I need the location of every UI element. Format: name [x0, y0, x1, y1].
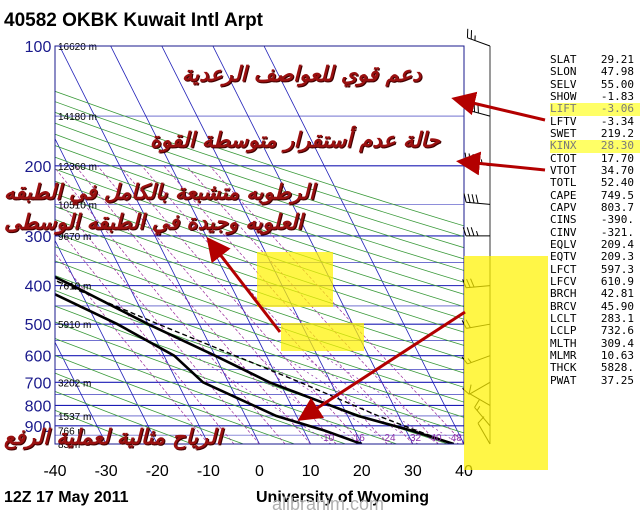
index-name: BRCH — [550, 288, 588, 300]
mixing-ratio-label: 32 — [410, 433, 422, 444]
index-name: LCLP — [550, 325, 588, 337]
barb-flag — [476, 195, 478, 204]
index-name: THCK — [550, 362, 588, 374]
temperature-tick-label: 30 — [404, 463, 422, 480]
index-value: 42.81 — [588, 288, 634, 300]
temperature-tick-label: -10 — [197, 463, 220, 480]
index-name: LIFT — [550, 103, 588, 115]
temperature-tick-label: -40 — [43, 463, 66, 480]
barb-flag — [477, 155, 478, 164]
mixing-ratio-label: 16 — [354, 433, 366, 444]
barb-flag — [467, 227, 470, 236]
index-value: 732.6 — [588, 325, 634, 337]
index-value: 28.30 — [588, 140, 634, 152]
annotation-instability: حالة عدم أستقرار متوسطة القوة — [150, 128, 440, 152]
pressure-tick-label: 700 — [25, 375, 52, 392]
isotherm-line — [264, 46, 464, 444]
height-label: 5910 m — [58, 320, 91, 331]
temperature-tick-label: -30 — [95, 463, 118, 480]
index-row-lift: LIFT-3.06 — [550, 103, 640, 115]
plot-border — [55, 46, 464, 444]
annotation-upper-support: دعم قوي للعواصف الرعدية — [182, 62, 421, 86]
sounding-time: 12Z 17 May 2011 — [4, 489, 129, 507]
index-name: EQTV — [550, 251, 588, 263]
pressure-tick-label: 500 — [25, 317, 52, 334]
annotation-humidity-line1: الرطوبه متشبعة بالكامل في الطبقه — [4, 180, 315, 204]
wind-barb — [466, 101, 490, 116]
wind-barb — [467, 29, 490, 46]
mixing-ratio-label: 48 — [451, 433, 463, 444]
pressure-tick-label: 200 — [25, 159, 52, 176]
mixing-ratio-label: 24 — [384, 433, 396, 444]
highlight-upper-moisture — [257, 252, 333, 307]
height-label: 14180 m — [58, 112, 97, 123]
isotherm-line — [0, 46, 4, 444]
index-name: KINX — [550, 140, 588, 152]
temperature-tick-label: -20 — [146, 463, 169, 480]
mixing-ratio-line — [322, 356, 458, 444]
index-value: 52.40 — [588, 177, 634, 189]
pressure-tick-label: 400 — [25, 279, 52, 296]
index-row-cins: CINS-390. — [550, 214, 640, 226]
barb-half-flag — [476, 231, 478, 236]
index-name: TOTL — [550, 177, 588, 189]
wind-barb — [463, 227, 490, 236]
height-label: 7610 m — [58, 282, 91, 293]
index-name: CINS — [550, 214, 588, 226]
index-value: -390. — [588, 214, 634, 226]
highlight-lower-winds — [464, 256, 548, 470]
annotation-lift-winds: الرياح مثالية لعملية الرفع — [4, 425, 222, 449]
index-name: SLON — [550, 66, 588, 78]
temperature-tick-label: 0 — [255, 463, 264, 480]
pressure-tick-label: 800 — [25, 398, 52, 415]
barb-flag — [473, 154, 474, 163]
index-value: 47.98 — [588, 66, 634, 78]
temperature-tick-label: 20 — [353, 463, 371, 480]
pressure-tick-label: 600 — [25, 349, 52, 366]
barb-flag — [469, 153, 470, 162]
barb-flag — [468, 194, 470, 203]
highlight-mid-moisture — [281, 323, 364, 351]
index-value: 37.25 — [588, 375, 634, 387]
index-value: 5828. — [588, 362, 634, 374]
annotation-humidity-line2: العلويه وجيدة في الطبقه الوسطى — [4, 210, 303, 234]
barb-flag — [472, 194, 474, 203]
wind-barb — [464, 194, 490, 205]
index-value: 209.3 — [588, 251, 634, 263]
wind-barb — [465, 153, 490, 166]
barb-flag — [471, 227, 474, 236]
index-name: PWAT — [550, 375, 588, 387]
index-value: -3.06 — [588, 103, 634, 115]
isotherm-line — [162, 46, 362, 444]
barb-flag — [465, 153, 466, 162]
mixing-ratio-label: 10 — [323, 433, 335, 444]
pressure-tick-label: 100 — [25, 39, 52, 56]
height-label: 16620 m — [58, 42, 97, 53]
height-label: 12360 m — [58, 162, 97, 173]
mixing-ratio-label: 40 — [430, 433, 442, 444]
barb-half-flag — [481, 159, 482, 164]
height-label: 3202 m — [58, 378, 91, 389]
temperature-tick-label: 10 — [302, 463, 320, 480]
height-label: 1537 m — [58, 412, 91, 423]
